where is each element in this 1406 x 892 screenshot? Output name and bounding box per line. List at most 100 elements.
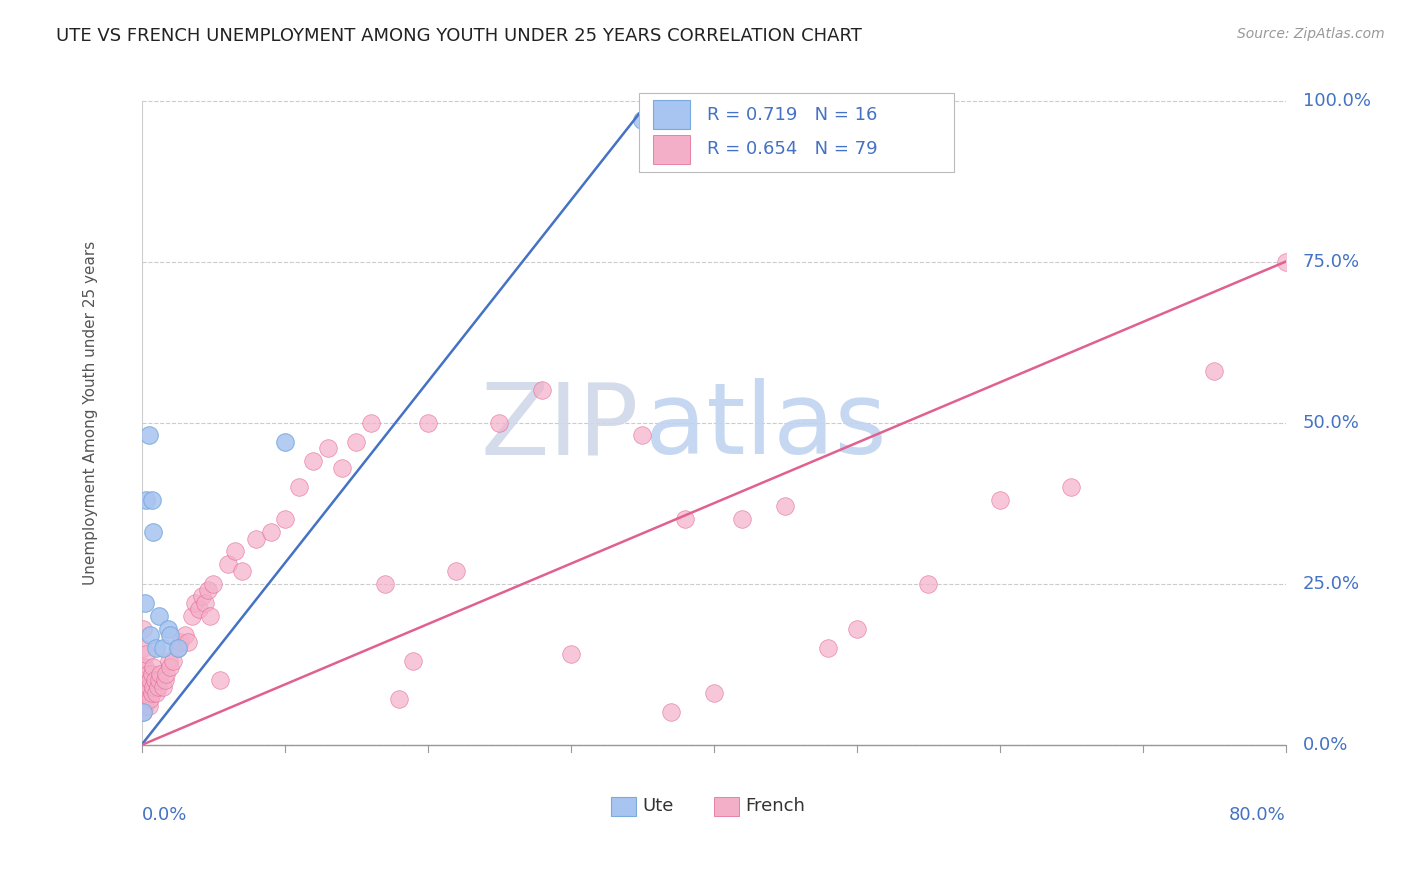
Point: [143, 673, 166, 687]
Point: [166, 640, 188, 655]
Point: [274, 512, 297, 526]
Point: [217, 558, 239, 572]
Text: 0.0%: 0.0%: [142, 805, 187, 823]
Point: [988, 492, 1011, 507]
Point: [184, 596, 207, 610]
Point: [446, 564, 468, 578]
Point: [138, 680, 160, 694]
Point: [416, 416, 439, 430]
FancyBboxPatch shape: [640, 93, 953, 172]
Point: [645, 113, 668, 128]
Point: [488, 416, 510, 430]
Point: [388, 692, 411, 706]
Text: Source: ZipAtlas.com: Source: ZipAtlas.com: [1237, 27, 1385, 41]
Point: [302, 454, 325, 468]
Point: [132, 706, 155, 720]
Point: [166, 640, 188, 655]
Text: 80.0%: 80.0%: [1229, 805, 1285, 823]
Point: [191, 590, 214, 604]
Point: [1060, 480, 1083, 494]
Point: [135, 648, 157, 662]
Point: [145, 640, 167, 655]
Point: [274, 434, 297, 449]
Point: [316, 442, 339, 456]
Point: [132, 706, 155, 720]
Point: [142, 680, 165, 694]
Point: [194, 596, 217, 610]
Point: [180, 608, 202, 623]
Point: [139, 692, 162, 706]
Point: [224, 544, 246, 558]
Text: R = 0.654   N = 79: R = 0.654 N = 79: [707, 140, 877, 158]
Point: [344, 434, 367, 449]
Point: [402, 654, 425, 668]
Point: [141, 666, 163, 681]
Point: [156, 622, 179, 636]
Point: [145, 686, 167, 700]
Text: Unemployment Among Youth under 25 years: Unemployment Among Youth under 25 years: [83, 241, 98, 585]
Point: [1274, 254, 1296, 268]
Point: [169, 634, 191, 648]
Point: [157, 654, 180, 668]
Text: ZIP: ZIP: [481, 378, 640, 475]
Point: [142, 524, 165, 539]
Point: [917, 576, 939, 591]
Point: [134, 596, 156, 610]
Text: 75.0%: 75.0%: [1303, 252, 1360, 270]
Point: [176, 634, 198, 648]
Point: [188, 602, 211, 616]
Point: [631, 428, 654, 442]
Text: atlas: atlas: [645, 378, 887, 475]
Point: [139, 628, 162, 642]
Text: French: French: [745, 797, 806, 814]
Point: [245, 532, 267, 546]
Point: [152, 640, 174, 655]
Point: [136, 686, 159, 700]
Point: [134, 686, 156, 700]
Point: [673, 512, 696, 526]
Point: [134, 660, 156, 674]
Point: [141, 686, 163, 700]
Point: [136, 666, 159, 681]
Point: [845, 622, 868, 636]
Point: [773, 500, 796, 514]
Point: [132, 622, 155, 636]
Point: [132, 640, 155, 655]
Point: [146, 680, 169, 694]
Point: [141, 492, 163, 507]
Text: 100.0%: 100.0%: [1303, 92, 1371, 110]
Point: [142, 660, 165, 674]
Point: [149, 666, 172, 681]
Point: [360, 416, 382, 430]
Point: [138, 428, 160, 442]
Point: [560, 648, 582, 662]
Point: [134, 698, 156, 713]
Point: [132, 660, 155, 674]
Text: 50.0%: 50.0%: [1303, 414, 1360, 432]
Point: [1204, 364, 1226, 378]
Point: [374, 576, 396, 591]
Point: [202, 576, 225, 591]
Point: [173, 628, 195, 642]
Point: [159, 628, 181, 642]
Point: [132, 680, 155, 694]
Point: [138, 698, 160, 713]
Text: R = 0.719   N = 16: R = 0.719 N = 16: [707, 105, 877, 124]
Point: [197, 582, 219, 597]
Point: [152, 680, 174, 694]
FancyBboxPatch shape: [652, 100, 690, 129]
Text: Ute: Ute: [643, 797, 673, 814]
Point: [288, 480, 311, 494]
Point: [148, 608, 170, 623]
Point: [159, 660, 181, 674]
Point: [148, 673, 170, 687]
Point: [135, 692, 157, 706]
Point: [155, 666, 177, 681]
FancyBboxPatch shape: [610, 797, 636, 816]
Text: 25.0%: 25.0%: [1303, 574, 1360, 592]
Point: [139, 673, 162, 687]
Text: 0.0%: 0.0%: [1303, 736, 1348, 754]
Point: [259, 524, 281, 539]
Point: [209, 673, 232, 687]
Point: [231, 564, 253, 578]
